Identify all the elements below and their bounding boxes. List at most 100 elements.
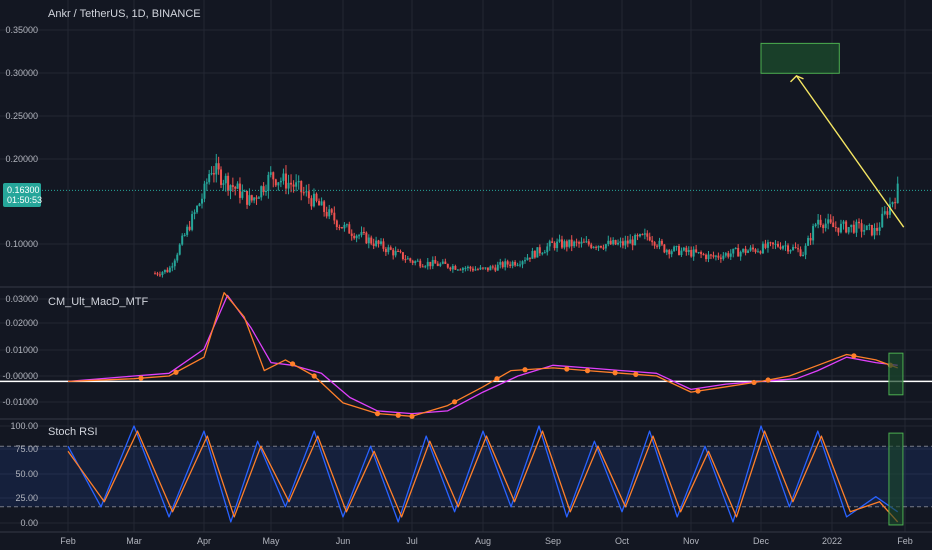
- candle[interactable]: [191, 210, 194, 232]
- candle[interactable]: [461, 266, 464, 274]
- candle[interactable]: [419, 258, 422, 269]
- candle[interactable]: [489, 265, 492, 271]
- candle[interactable]: [599, 245, 602, 249]
- candle[interactable]: [582, 238, 585, 243]
- candle[interactable]: [370, 235, 373, 246]
- candle[interactable]: [168, 265, 171, 273]
- candle[interactable]: [328, 204, 331, 220]
- candle[interactable]: [858, 218, 861, 229]
- candle[interactable]: [290, 174, 293, 193]
- candle[interactable]: [556, 238, 559, 252]
- candle[interactable]: [248, 188, 251, 206]
- candle[interactable]: [819, 214, 822, 228]
- candle[interactable]: [578, 240, 581, 248]
- candle[interactable]: [787, 243, 790, 255]
- candle[interactable]: [682, 246, 685, 252]
- candle[interactable]: [792, 244, 795, 251]
- candle[interactable]: [685, 245, 688, 256]
- candle[interactable]: [188, 221, 191, 232]
- candle[interactable]: [719, 254, 722, 263]
- candle[interactable]: [886, 207, 889, 219]
- candle[interactable]: [834, 221, 837, 232]
- candle[interactable]: [246, 190, 249, 209]
- candle[interactable]: [677, 243, 680, 256]
- candle[interactable]: [382, 238, 385, 252]
- candle[interactable]: [563, 239, 566, 250]
- candle[interactable]: [439, 262, 442, 268]
- candle[interactable]: [536, 247, 539, 258]
- candle[interactable]: [193, 209, 196, 220]
- candle[interactable]: [499, 258, 502, 269]
- candle[interactable]: [675, 245, 678, 251]
- candle[interactable]: [375, 236, 378, 248]
- candle[interactable]: [807, 235, 810, 247]
- candle[interactable]: [243, 189, 246, 192]
- candle[interactable]: [486, 267, 489, 272]
- candle[interactable]: [469, 265, 472, 272]
- candle[interactable]: [829, 214, 832, 225]
- candle[interactable]: [307, 183, 310, 204]
- candle[interactable]: [863, 224, 866, 236]
- candle[interactable]: [441, 259, 444, 265]
- candle[interactable]: [607, 235, 610, 247]
- candle[interactable]: [782, 245, 785, 251]
- candle[interactable]: [595, 245, 598, 251]
- candle[interactable]: [690, 246, 693, 258]
- candle[interactable]: [404, 254, 407, 263]
- candle[interactable]: [426, 257, 429, 270]
- candle[interactable]: [702, 252, 705, 256]
- candle[interactable]: [459, 268, 462, 271]
- candle[interactable]: [372, 238, 375, 250]
- candle[interactable]: [519, 260, 522, 268]
- candle[interactable]: [163, 269, 166, 274]
- candle[interactable]: [389, 245, 392, 251]
- candle[interactable]: [558, 234, 561, 243]
- candle[interactable]: [161, 271, 164, 278]
- candle[interactable]: [156, 271, 159, 277]
- candle[interactable]: [876, 222, 879, 236]
- candle[interactable]: [200, 193, 203, 209]
- candle[interactable]: [491, 264, 494, 270]
- candle[interactable]: [817, 213, 820, 229]
- candle[interactable]: [360, 226, 363, 238]
- candle[interactable]: [454, 264, 457, 270]
- candle[interactable]: [302, 186, 305, 196]
- candle[interactable]: [397, 248, 400, 252]
- candle[interactable]: [451, 264, 454, 273]
- candle[interactable]: [670, 249, 673, 258]
- candle[interactable]: [812, 223, 815, 245]
- candle[interactable]: [274, 178, 277, 187]
- candle[interactable]: [521, 260, 524, 269]
- candle[interactable]: [737, 244, 740, 257]
- candle[interactable]: [205, 178, 208, 192]
- candle[interactable]: [511, 260, 514, 269]
- candle[interactable]: [617, 239, 620, 246]
- candle[interactable]: [358, 233, 361, 240]
- candle[interactable]: [797, 244, 800, 253]
- stoch-highlight-box[interactable]: [888, 432, 904, 526]
- candle[interactable]: [212, 165, 215, 183]
- candle[interactable]: [315, 192, 318, 203]
- candle[interactable]: [697, 251, 700, 254]
- candle[interactable]: [842, 219, 845, 230]
- candle[interactable]: [700, 250, 703, 259]
- candle[interactable]: [506, 259, 509, 268]
- candle[interactable]: [631, 236, 634, 251]
- candle[interactable]: [269, 166, 272, 178]
- candle[interactable]: [387, 244, 390, 255]
- candle[interactable]: [580, 237, 583, 248]
- candle[interactable]: [873, 223, 876, 240]
- candle[interactable]: [709, 253, 712, 260]
- projection-arrow[interactable]: [795, 75, 905, 228]
- candle[interactable]: [764, 239, 767, 250]
- candle[interactable]: [365, 231, 368, 244]
- candle[interactable]: [722, 251, 725, 261]
- candle[interactable]: [868, 223, 871, 231]
- candle[interactable]: [516, 262, 519, 267]
- candle[interactable]: [424, 265, 427, 269]
- candle[interactable]: [411, 259, 414, 266]
- candle[interactable]: [474, 266, 477, 271]
- candle[interactable]: [692, 246, 695, 261]
- candle[interactable]: [638, 233, 641, 238]
- macd-pane[interactable]: [0, 292, 932, 419]
